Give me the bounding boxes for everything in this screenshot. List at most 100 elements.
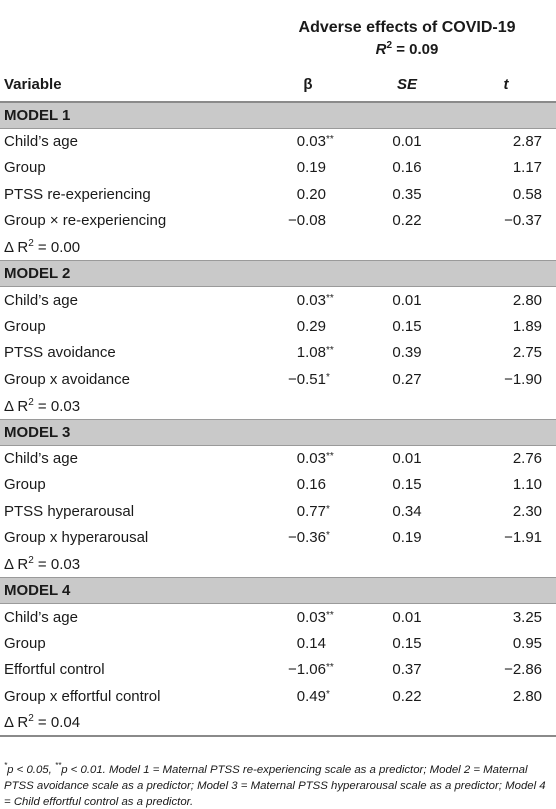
model-header: MODEL 4 [0, 577, 556, 604]
table-row: Group 0.19 0.16 1.17 [0, 155, 556, 182]
significance-marker: * [326, 530, 330, 542]
beta-cell: −1.06** [258, 657, 358, 684]
table-footnote: *p < 0.05, **p < 0.01. Model 1 = Materna… [4, 761, 546, 808]
delta-r2-row: Δ R2 = 0.03 [4, 555, 81, 573]
table-row: Group x hyperarousal −0.36* 0.19 −1.91 [0, 525, 556, 552]
se-cell: 0.15 [392, 476, 422, 494]
table-row: PTSS hyperarousal 0.77* 0.34 2.30 [0, 498, 556, 525]
se-cell: 0.34 [392, 502, 422, 520]
table-row: Group x avoidance −0.51* 0.27 −1.90 [0, 366, 556, 393]
se-cell: 0.01 [392, 450, 422, 467]
variable-cell: Child’s age [4, 450, 78, 467]
column-header-t: t [456, 68, 556, 103]
significance-marker: * [326, 688, 330, 700]
delta-r2-row: Δ R2 = 0.00 [4, 238, 81, 256]
variable-cell: Child’s age [4, 291, 78, 309]
significance-marker: ** [326, 134, 334, 145]
beta-cell: 0.03** [258, 604, 358, 631]
beta-cell: 0.20 [296, 185, 326, 203]
t-cell: 2.80 [512, 687, 543, 705]
table-row: Group 0.29 0.15 1.89 [0, 313, 556, 340]
significance-marker: ** [326, 345, 334, 357]
variable-cell: PTSS hyperarousal [4, 502, 135, 520]
variable-cell: Group [4, 634, 46, 652]
se-cell: 0.01 [392, 608, 422, 626]
beta-cell: 0.29 [296, 317, 326, 335]
beta-cell: 0.49* [258, 683, 358, 710]
variable-cell: Group [4, 317, 46, 335]
table-row: Child’s age 0.03** 0.01 2.76 [0, 445, 556, 472]
significance-marker: * [326, 503, 330, 515]
table-row: Group x effortful control 0.49* 0.22 2.80 [0, 683, 556, 710]
model-header: MODEL 3 [0, 418, 556, 446]
beta-cell: −0.36* [258, 525, 358, 552]
t-cell: 3.25 [512, 608, 543, 626]
column-header-se: SE [358, 68, 456, 103]
table-row: Child’s age 0.03** 0.01 2.80 [0, 287, 556, 314]
t-cell: −1.90 [504, 370, 543, 388]
table-row: Child’s age 0.03** 0.01 3.25 [0, 604, 556, 631]
se-cell: 0.01 [392, 133, 422, 150]
se-cell: 0.19 [392, 529, 422, 547]
variable-cell: PTSS avoidance [4, 344, 116, 362]
table-body: MODEL 1 Child’s age 0.03** 0.01 2.87 Group 0.1… [0, 101, 556, 737]
variable-cell: Group [4, 476, 46, 494]
t-cell: 2.75 [512, 344, 543, 362]
t-cell: 0.58 [512, 185, 543, 203]
se-cell: 0.15 [392, 634, 422, 652]
t-cell: 2.30 [512, 502, 543, 520]
table-row: PTSS re-experiencing 0.20 0.35 0.58 [0, 181, 556, 208]
t-cell: −0.37 [504, 212, 543, 230]
se-cell: 0.01 [392, 291, 422, 309]
significance-marker: ** [326, 662, 334, 674]
variable-cell: Effortful control [4, 661, 105, 679]
beta-cell: 0.03** [258, 445, 358, 472]
beta-cell: 0.19 [296, 159, 326, 177]
table-row: Child’s age 0.03** 0.01 2.87 [0, 128, 556, 155]
variable-cell: Child’s age [4, 133, 78, 150]
table-row: Group 0.14 0.15 0.95 [0, 630, 556, 657]
beta-cell: 0.03** [258, 287, 358, 314]
t-cell: 2.80 [512, 291, 543, 309]
regression-table: Adverse effects of COVID-19 R2 = 0.09 Va… [0, 19, 556, 737]
se-cell: 0.22 [392, 687, 422, 705]
variable-cell: Group x avoidance [4, 370, 130, 388]
variable-cell: Child’s age [4, 608, 78, 626]
beta-cell: −0.08 [288, 212, 326, 230]
variable-cell: Group x effortful control [4, 687, 161, 705]
se-cell: 0.39 [392, 344, 422, 362]
model-header: MODEL 1 [0, 101, 556, 129]
t-cell: 1.10 [512, 476, 543, 494]
significance-marker: ** [326, 451, 334, 462]
t-cell: 1.17 [512, 159, 543, 177]
model-header: MODEL 2 [0, 260, 556, 287]
column-header-beta: β [258, 68, 358, 103]
se-cell: 0.22 [392, 212, 422, 230]
variable-cell: Group × re-experiencing [4, 212, 167, 230]
se-cell: 0.16 [392, 159, 422, 177]
variable-cell: Group x hyperarousal [4, 529, 149, 547]
significance-marker: ** [326, 292, 334, 304]
beta-cell: 0.16 [296, 476, 326, 494]
t-cell: 1.89 [512, 317, 543, 335]
variable-cell: PTSS re-experiencing [4, 185, 151, 203]
se-cell: 0.37 [392, 661, 422, 679]
table-row: PTSS avoidance 1.08** 0.39 2.75 [0, 340, 556, 367]
t-cell: −2.86 [504, 661, 543, 679]
r2-header: R2 = 0.09 [375, 40, 439, 58]
se-cell: 0.15 [392, 317, 422, 335]
beta-cell: 0.03** [258, 128, 358, 155]
t-cell: 0.95 [512, 634, 543, 652]
t-cell: 2.76 [512, 450, 543, 467]
column-header-variable: Variable [0, 68, 258, 103]
beta-cell: 0.14 [296, 634, 326, 652]
table-row: Group × re-experiencing −0.08 0.22 −0.37 [0, 208, 556, 235]
significance-marker: * [326, 371, 330, 383]
beta-cell: 1.08** [258, 340, 358, 367]
t-cell: 2.87 [512, 133, 543, 150]
table-row: Effortful control −1.06** 0.37 −2.86 [0, 657, 556, 684]
variable-cell: Group [4, 159, 46, 177]
t-cell: −1.91 [504, 529, 543, 547]
table-row: Group 0.16 0.15 1.10 [0, 472, 556, 499]
